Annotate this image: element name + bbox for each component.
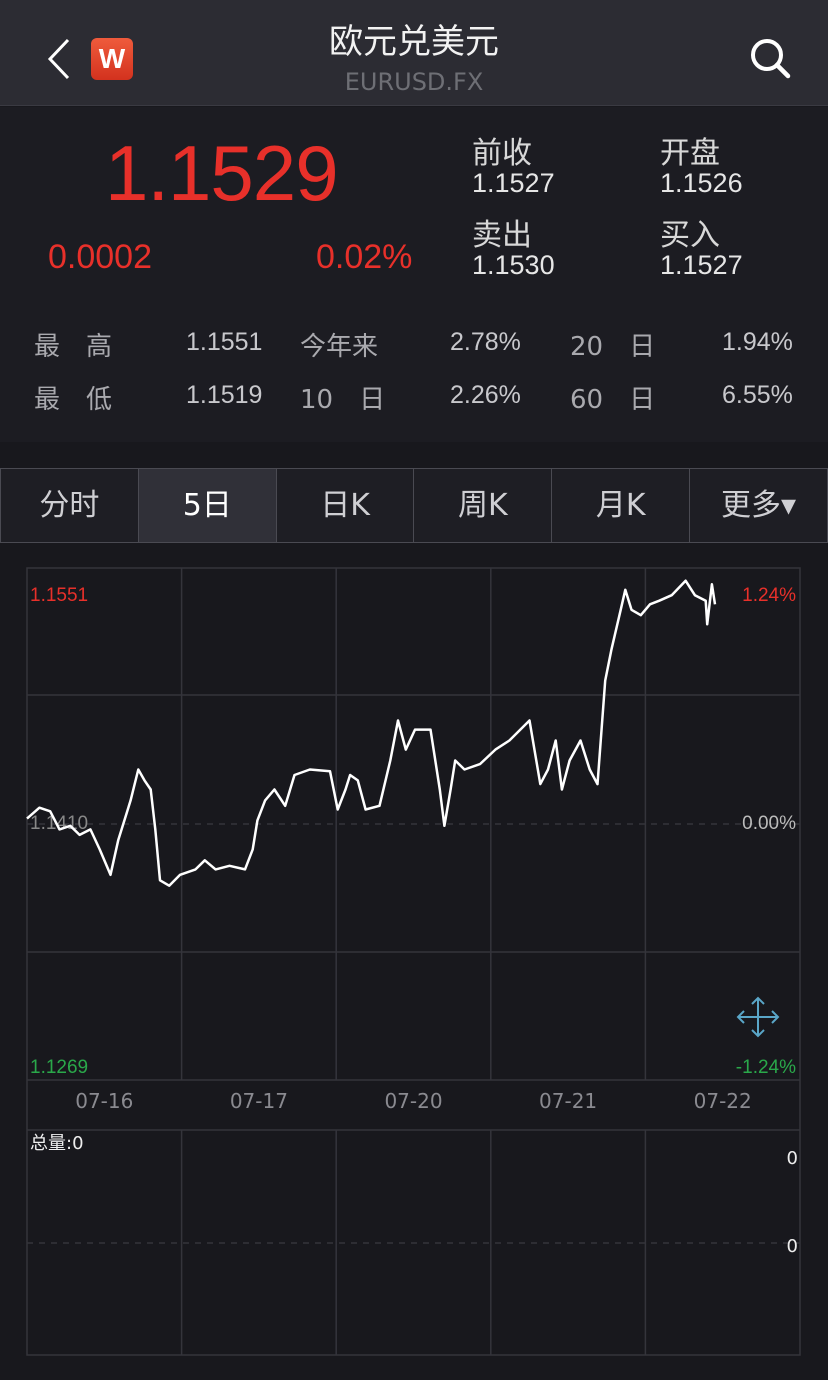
tab-daily-k[interactable]: 日K (277, 469, 415, 542)
chevron-left-icon[interactable] (44, 36, 74, 82)
quote-panel (0, 107, 828, 442)
symbol-label: EURUSD.FX (344, 68, 484, 96)
current-price: 1.1529 (105, 129, 339, 217)
tab-intraday[interactable]: 分时 (1, 469, 139, 542)
volume-tick: 0 (787, 1236, 798, 1257)
price-change: 0.0002 (48, 238, 152, 276)
price-change-pct: 0.02% (316, 238, 413, 276)
stat-label: 20 日 (570, 332, 656, 362)
x-tick-label: 07-16 (75, 1089, 133, 1113)
expand-arrows-icon[interactable] (736, 996, 780, 1038)
tab-more[interactable]: 更多▾ (721, 488, 797, 523)
search-icon[interactable] (748, 36, 792, 80)
x-tick-label: 07-21 (539, 1089, 597, 1113)
pct-label-mid: 0.00% (742, 813, 796, 834)
stat-label: 今年来 (300, 332, 379, 362)
y-label-mid: 1.1410 (30, 813, 88, 834)
pct-label-bottom: -1.24% (736, 1057, 796, 1078)
period-tabs: 分时 5日 日K 周K 月K 更多▾ (0, 468, 828, 543)
buy-value: 1.1527 (660, 250, 743, 280)
x-tick-label: 07-20 (384, 1089, 442, 1113)
page-title: 欧元兑美元 (329, 22, 499, 62)
header: W 欧元兑美元 EURUSD.FX (0, 0, 828, 106)
y-label-bottom: 1.1269 (30, 1057, 88, 1078)
tab-weekly-k[interactable]: 周K (414, 469, 553, 542)
x-tick-label: 07-22 (694, 1089, 752, 1113)
stat-value: 1.94% (722, 328, 793, 356)
buy-label: 买入 (660, 218, 720, 253)
chart-frame (26, 567, 801, 1356)
tab-5day[interactable]: 5日 (138, 469, 277, 542)
y-label-top: 1.1551 (30, 585, 88, 606)
app-logo[interactable]: W (91, 38, 133, 80)
stat-label: 最 高 (34, 332, 113, 362)
tab-monthly-k[interactable]: 月K (552, 469, 691, 542)
stat-label: 10 日 (300, 385, 386, 415)
sell-value: 1.1530 (472, 250, 555, 280)
stat-value: 2.26% (450, 381, 521, 409)
stat-value: 6.55% (722, 381, 793, 409)
stat-label: 60 日 (570, 385, 656, 415)
prev-close-label: 前收 (472, 136, 532, 171)
stat-value: 2.78% (450, 328, 521, 356)
volume-label: 总量:0 (30, 1133, 84, 1154)
sell-label: 卖出 (472, 218, 532, 253)
open-label: 开盘 (660, 136, 720, 171)
stat-label: 最 低 (34, 385, 113, 415)
x-tick-label: 07-17 (230, 1089, 288, 1113)
price-line (26, 579, 717, 887)
stat-value: 1.1519 (186, 381, 263, 409)
volume-tick: 0 (787, 1148, 798, 1169)
open-value: 1.1526 (660, 168, 743, 198)
prev-close-value: 1.1527 (472, 168, 555, 198)
pct-label-top: 1.24% (742, 585, 796, 606)
stat-value: 1.1551 (186, 328, 263, 356)
price-chart[interactable]: 1.1551 1.1410 1.1269 1.24% 0.00% -1.24% … (0, 545, 828, 1380)
